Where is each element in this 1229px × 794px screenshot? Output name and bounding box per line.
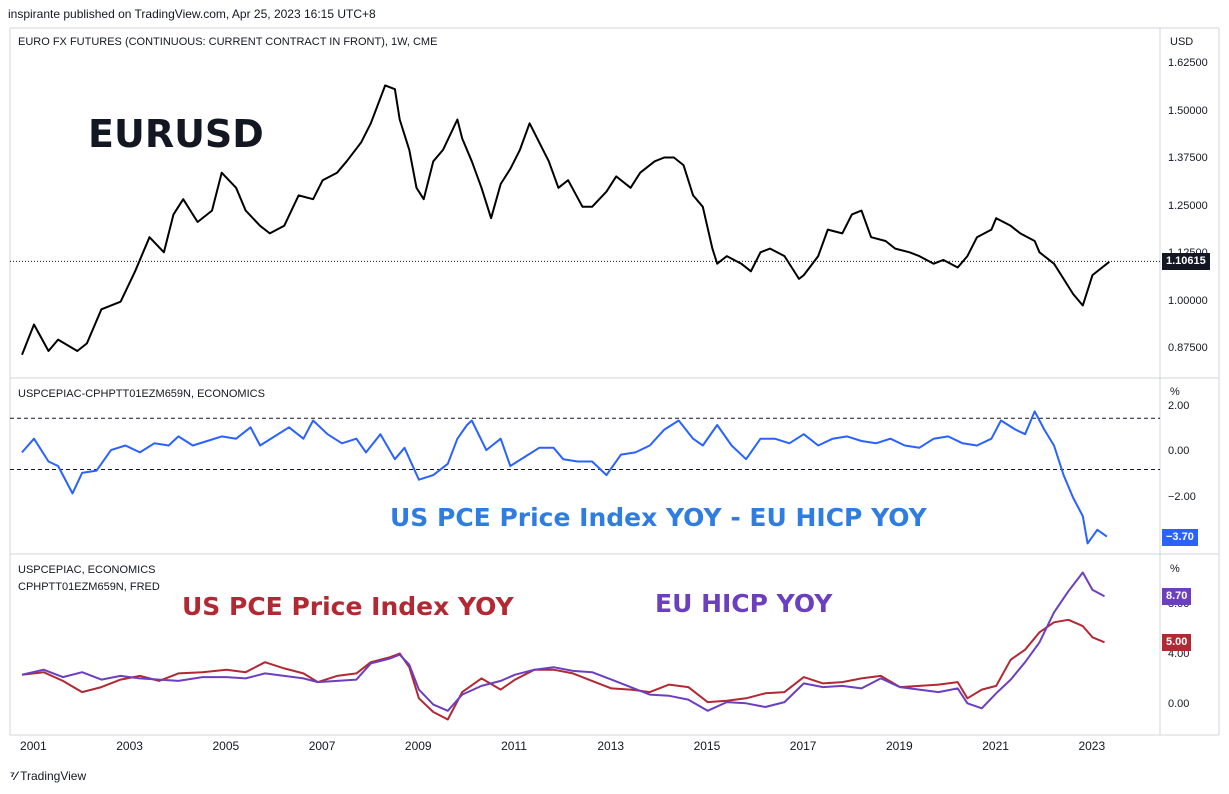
spread-pane-title: USPCEPIAC-CPHPTT01EZM659N, ECONOMICS xyxy=(18,388,265,400)
inflation-pane-title-1: USPCEPIAC, ECONOMICS xyxy=(18,564,156,576)
footer-brand-label: TradingView xyxy=(20,769,87,783)
eurusd-annotation: EURUSD xyxy=(88,112,264,156)
us-pce-line xyxy=(21,618,1105,721)
us-pce-last-value-badge: 5.00 xyxy=(1162,634,1192,652)
us-pce-annotation: US PCE Price Index YOY xyxy=(182,592,514,621)
x-tick-label: 2023 xyxy=(1078,739,1106,753)
eu-hicp-annotation: EU HICP YOY xyxy=(655,589,833,618)
x-tick-label: 2011 xyxy=(501,739,527,753)
tradingview-logo-icon: ⁷⁄ xyxy=(10,769,17,783)
price-y-tick-label: 1.25000 xyxy=(1168,199,1208,212)
price-y-tick-label: 1.00000 xyxy=(1168,294,1208,307)
eu-hicp-line xyxy=(21,571,1105,712)
price-pane-title: EURO FX FUTURES (CONTINUOUS: CURRENT CON… xyxy=(18,36,438,48)
x-tick-label: 2015 xyxy=(693,739,721,753)
price-y-tick-label: 1.37500 xyxy=(1168,152,1208,165)
x-tick-label: 2005 xyxy=(212,739,240,753)
price-y-tick-label: 0.87500 xyxy=(1168,342,1208,355)
footer-brand: ⁷⁄ TradingView xyxy=(10,769,86,783)
x-tick-label: 2009 xyxy=(404,739,432,753)
x-tick-label: 2017 xyxy=(789,739,817,753)
eurusd-price-line xyxy=(21,84,1110,356)
spread-unit-label: % xyxy=(1170,386,1180,398)
spread-line xyxy=(21,410,1108,545)
x-tick-label: 2021 xyxy=(982,739,1009,753)
x-tick-label: 2007 xyxy=(308,739,336,753)
spread-annotation: US PCE Price Index YOY - EU HICP YOY xyxy=(390,503,927,532)
spread-y-tick-label: −2.00 xyxy=(1168,490,1196,503)
price-y-tick-label: 1.62500 xyxy=(1168,57,1208,70)
publisher-header: inspirante published on TradingView.com,… xyxy=(8,7,376,21)
x-tick-label: 2001 xyxy=(20,739,47,753)
eu-hicp-last-value-badge: 8.70 xyxy=(1162,588,1192,606)
x-tick-label: 2013 xyxy=(597,739,625,753)
x-tick-label: 2003 xyxy=(116,739,143,753)
inflation-pane-title-2: CPHPTT01EZM659N, FRED xyxy=(18,581,160,593)
price-y-tick-label: 1.50000 xyxy=(1168,104,1208,117)
inflation-y-tick-label: 0.00 xyxy=(1168,697,1190,710)
price-currency-label: USD xyxy=(1170,36,1194,48)
spread-last-value-badge: −3.70 xyxy=(1162,528,1198,546)
x-tick-label: 2019 xyxy=(886,739,913,753)
inflation-unit-label: % xyxy=(1170,563,1180,575)
spread-y-tick-label: 2.00 xyxy=(1168,399,1190,412)
spread-y-tick-label: 0.00 xyxy=(1168,445,1190,458)
price-last-value-badge: 1.10615 xyxy=(1162,253,1210,271)
